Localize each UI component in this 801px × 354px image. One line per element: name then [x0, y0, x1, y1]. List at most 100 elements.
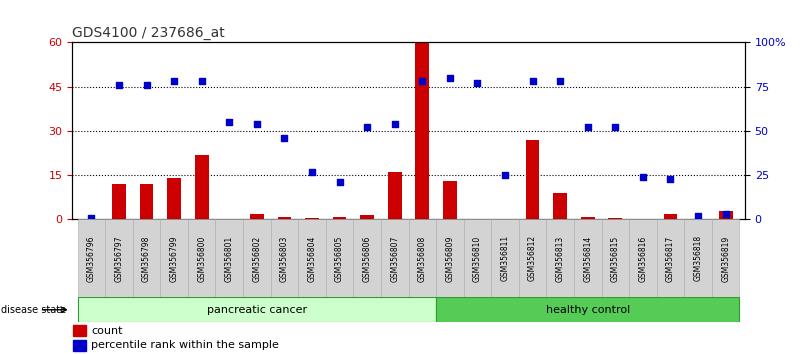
- Bar: [250, 213, 264, 219]
- Point: [360, 125, 373, 130]
- Text: GSM356803: GSM356803: [280, 235, 289, 282]
- FancyBboxPatch shape: [409, 219, 436, 297]
- Bar: [636, 218, 650, 219]
- Bar: [195, 155, 208, 219]
- FancyBboxPatch shape: [629, 219, 657, 297]
- Point: [553, 79, 566, 84]
- Bar: [332, 217, 347, 219]
- Bar: [167, 178, 181, 219]
- Bar: [553, 193, 567, 219]
- Point: [582, 125, 594, 130]
- Text: GSM356818: GSM356818: [694, 235, 702, 281]
- Text: GSM356806: GSM356806: [363, 235, 372, 282]
- Text: GSM356800: GSM356800: [197, 235, 206, 282]
- FancyBboxPatch shape: [188, 219, 215, 297]
- Text: GSM356797: GSM356797: [115, 235, 123, 282]
- FancyBboxPatch shape: [215, 219, 243, 297]
- Bar: [443, 181, 457, 219]
- Bar: [112, 184, 126, 219]
- Bar: [360, 215, 374, 219]
- FancyBboxPatch shape: [602, 219, 629, 297]
- Bar: [223, 218, 236, 219]
- FancyBboxPatch shape: [657, 219, 684, 297]
- FancyBboxPatch shape: [684, 219, 712, 297]
- Text: GSM356817: GSM356817: [666, 235, 675, 281]
- FancyBboxPatch shape: [464, 219, 491, 297]
- Text: GSM356799: GSM356799: [170, 235, 179, 282]
- Text: GSM356811: GSM356811: [501, 235, 509, 281]
- Text: disease state: disease state: [2, 305, 66, 315]
- Point: [526, 79, 539, 84]
- Text: GSM356796: GSM356796: [87, 235, 96, 282]
- Text: percentile rank within the sample: percentile rank within the sample: [91, 341, 279, 350]
- Bar: [78, 297, 436, 322]
- Text: GSM356813: GSM356813: [556, 235, 565, 281]
- Point: [471, 80, 484, 86]
- Point: [195, 79, 208, 84]
- Bar: [718, 211, 733, 219]
- Text: pancreatic cancer: pancreatic cancer: [207, 305, 307, 315]
- FancyBboxPatch shape: [298, 219, 326, 297]
- Text: GSM356798: GSM356798: [142, 235, 151, 282]
- Point: [444, 75, 457, 81]
- Bar: [74, 325, 86, 336]
- Bar: [525, 140, 540, 219]
- Bar: [277, 217, 292, 219]
- Text: GSM356815: GSM356815: [611, 235, 620, 281]
- FancyBboxPatch shape: [381, 219, 409, 297]
- Point: [333, 179, 346, 185]
- Point: [637, 174, 650, 180]
- Text: GSM356812: GSM356812: [528, 235, 537, 281]
- Bar: [436, 297, 739, 322]
- Bar: [498, 218, 512, 219]
- FancyBboxPatch shape: [546, 219, 574, 297]
- Point: [416, 79, 429, 84]
- Text: GSM356802: GSM356802: [252, 235, 261, 281]
- FancyBboxPatch shape: [436, 219, 464, 297]
- Point: [498, 172, 511, 178]
- FancyBboxPatch shape: [78, 219, 105, 297]
- Bar: [609, 218, 622, 219]
- Bar: [581, 217, 594, 219]
- FancyBboxPatch shape: [160, 219, 188, 297]
- Bar: [691, 218, 705, 219]
- Point: [278, 135, 291, 141]
- Bar: [74, 340, 86, 351]
- FancyBboxPatch shape: [519, 219, 546, 297]
- FancyBboxPatch shape: [712, 219, 739, 297]
- Bar: [470, 218, 485, 219]
- FancyBboxPatch shape: [105, 219, 133, 297]
- Point: [664, 176, 677, 182]
- Text: GSM356801: GSM356801: [225, 235, 234, 281]
- Bar: [305, 218, 319, 219]
- Text: GSM356804: GSM356804: [308, 235, 316, 282]
- Text: GSM356808: GSM356808: [418, 235, 427, 281]
- Bar: [388, 172, 401, 219]
- Text: GSM356816: GSM356816: [638, 235, 647, 281]
- Bar: [139, 184, 154, 219]
- Text: GSM356819: GSM356819: [721, 235, 731, 281]
- FancyBboxPatch shape: [491, 219, 519, 297]
- Text: GSM356814: GSM356814: [583, 235, 592, 281]
- FancyBboxPatch shape: [353, 219, 381, 297]
- Point: [251, 121, 264, 127]
- Bar: [416, 42, 429, 219]
- Text: count: count: [91, 326, 123, 336]
- Text: GSM356810: GSM356810: [473, 235, 482, 281]
- FancyBboxPatch shape: [326, 219, 353, 297]
- Text: healthy control: healthy control: [545, 305, 630, 315]
- Point: [388, 121, 401, 127]
- Point: [140, 82, 153, 88]
- Point: [85, 215, 98, 221]
- FancyBboxPatch shape: [574, 219, 602, 297]
- Bar: [663, 213, 678, 219]
- Text: GSM356805: GSM356805: [335, 235, 344, 282]
- FancyBboxPatch shape: [271, 219, 298, 297]
- Point: [719, 211, 732, 217]
- Point: [691, 213, 704, 219]
- Bar: [84, 218, 99, 219]
- Text: GSM356809: GSM356809: [445, 235, 454, 282]
- Text: GSM356807: GSM356807: [390, 235, 399, 282]
- Point: [113, 82, 126, 88]
- Point: [167, 79, 180, 84]
